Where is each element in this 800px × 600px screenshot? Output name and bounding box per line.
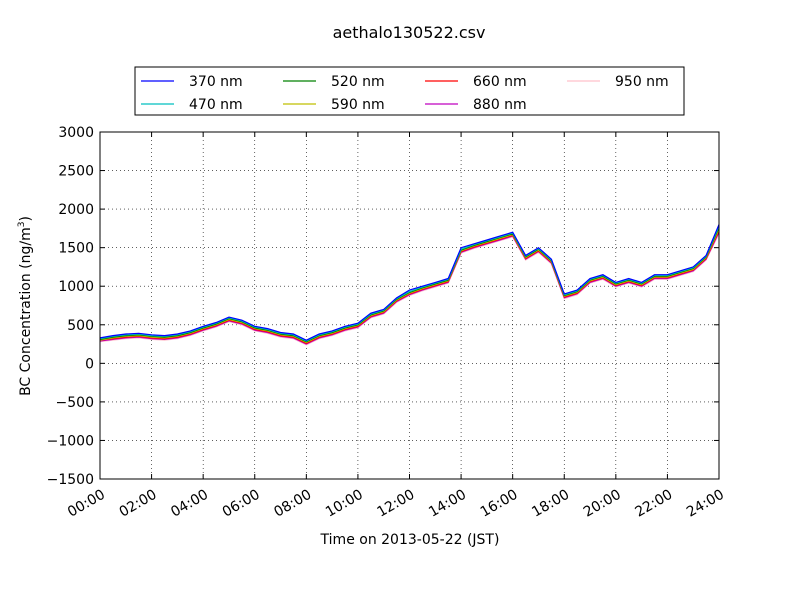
y-tick-label: 1500 xyxy=(58,241,94,257)
y-tick-label: 3000 xyxy=(58,125,94,141)
series-lines xyxy=(99,224,720,346)
y-tick-label: −1500 xyxy=(47,472,94,488)
axis-ticks xyxy=(99,131,720,480)
legend-item: 880 nm xyxy=(425,97,527,113)
y-tick-label: 0 xyxy=(85,356,94,372)
legend-label: 950 nm xyxy=(615,74,669,90)
series-line-520-nm xyxy=(99,227,720,343)
legend-item: 950 nm xyxy=(567,74,669,90)
x-axis-label: Time on 2013-05-22 (JST) xyxy=(320,532,500,548)
series-line-470-nm xyxy=(99,225,720,342)
y-axis-label: BC Concentration (ng/m3) xyxy=(17,216,34,396)
y-tick-label: 500 xyxy=(67,318,94,334)
y-tick-label: −500 xyxy=(56,395,94,411)
y-tick-label: −1000 xyxy=(47,433,94,449)
y-axis-label-sup: 3 xyxy=(17,222,27,228)
legend-label: 520 nm xyxy=(331,74,385,90)
legend-label: 880 nm xyxy=(473,97,527,113)
legend-label: 370 nm xyxy=(189,74,243,90)
plot-area xyxy=(100,132,719,479)
y-axis-label-main: BC Concentration (ng/m xyxy=(18,227,34,396)
y-tick-labels: −1500 −1000 −500 0 500 1000 1500 2000 2500 3000 xyxy=(47,125,94,488)
y-tick-label: 1000 xyxy=(58,279,94,295)
legend-label: 470 nm xyxy=(189,97,243,113)
legend-label: 660 nm xyxy=(473,74,527,90)
y-tick-label: 2000 xyxy=(58,202,94,218)
legend-item: 520 nm xyxy=(283,74,385,90)
legend-label: 590 nm xyxy=(331,97,385,113)
legend-item: 370 nm xyxy=(141,74,243,90)
series-line-660-nm xyxy=(99,230,720,344)
legend-item: 470 nm xyxy=(141,97,243,113)
y-axis-label-end: ) xyxy=(18,216,34,221)
series-line-370-nm xyxy=(99,224,720,341)
series-line-590-nm xyxy=(99,228,720,344)
series-line-950-nm xyxy=(99,233,720,346)
legend-item: 590 nm xyxy=(283,97,385,113)
y-tick-label: 2500 xyxy=(58,164,94,180)
legend-item: 660 nm xyxy=(425,74,527,90)
series-line-880-nm xyxy=(99,231,720,345)
chart-title: aethalo130522.csv xyxy=(333,23,486,42)
legend-frame xyxy=(134,66,685,116)
legend: 370 nm 470 nm 520 nm 590 nm 660 nm 880 nm 950 … xyxy=(134,66,685,116)
